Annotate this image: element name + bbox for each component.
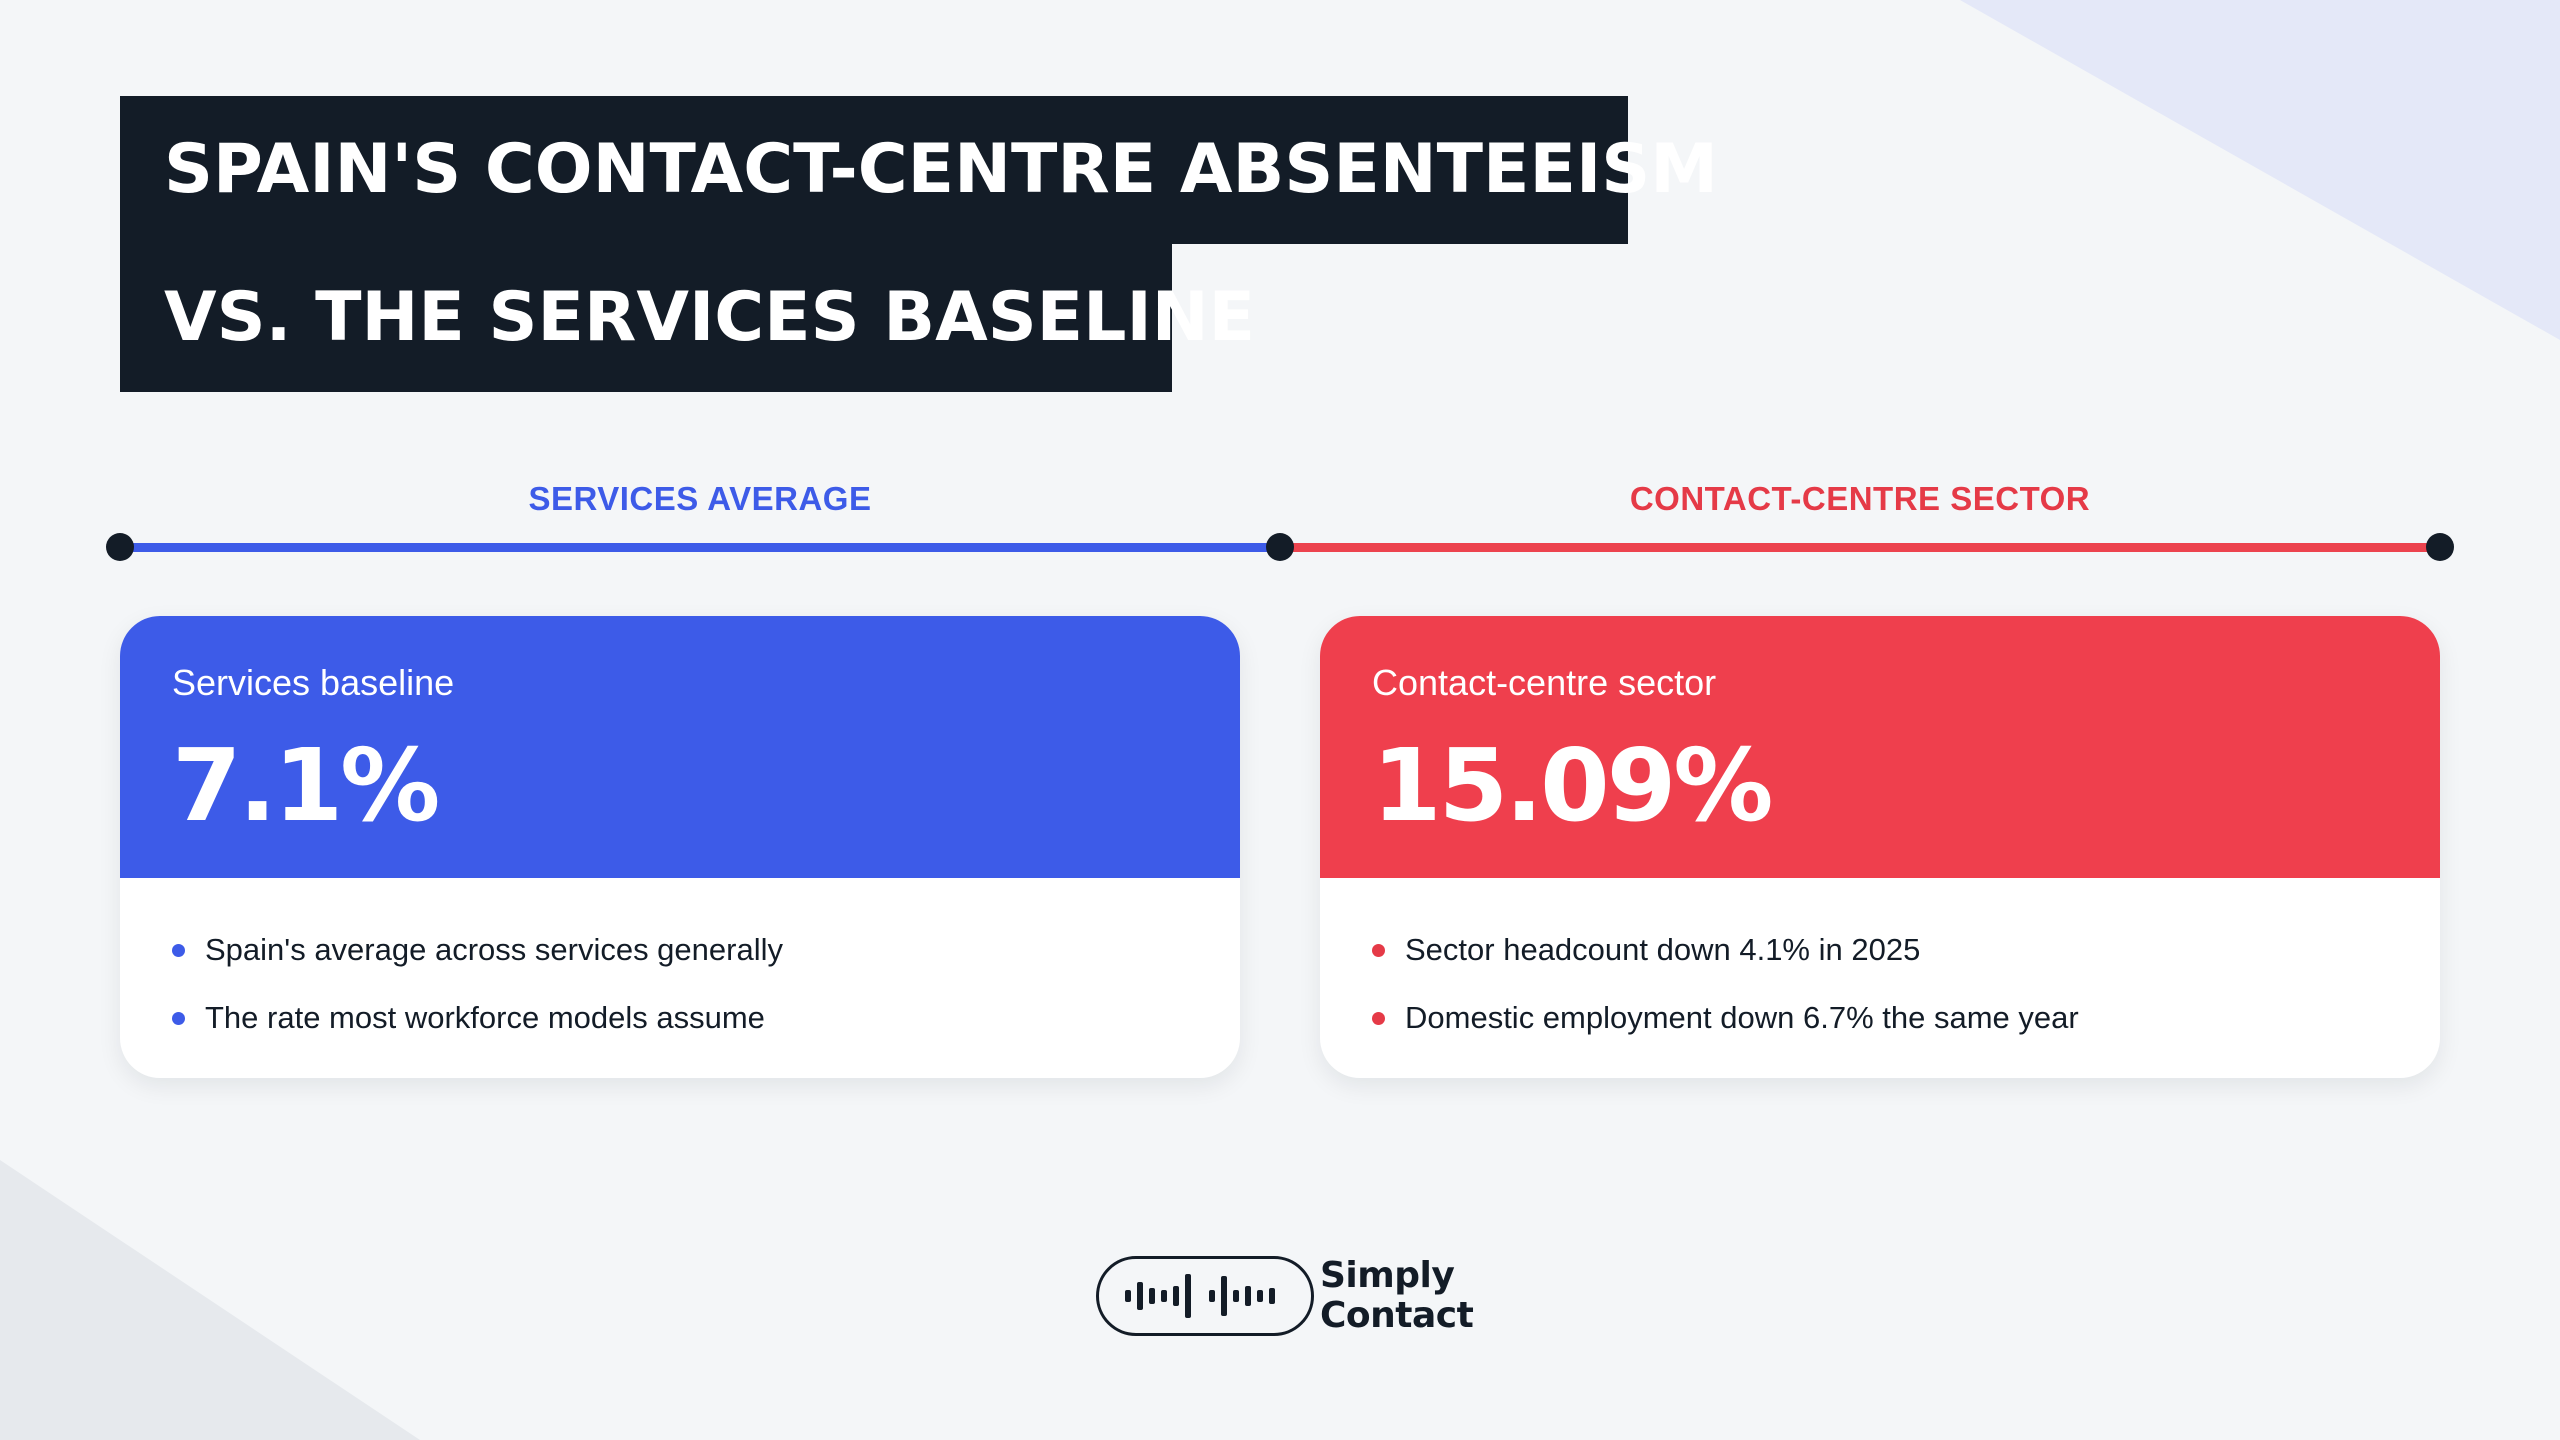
card-value: 15.09% — [1372, 727, 1774, 844]
timeline-segment-contact-centre — [1280, 543, 2440, 552]
bullet-icon — [1372, 1011, 1385, 1025]
list-item: Spain's average across services generall… — [172, 916, 1188, 984]
list-item-text: Sector headcount down 4.1% in 2025 — [1405, 932, 1921, 967]
card-kicker: Services baseline — [172, 662, 455, 703]
bullet-icon — [1372, 943, 1385, 957]
list-item: Domestic employment down 6.7% the same y… — [1372, 984, 2388, 1052]
bullet-icon — [172, 943, 185, 957]
contact-centre-card: Contact-centre sector 15.09% Sector head… — [1320, 616, 2440, 1078]
timeline-dot-middle — [1266, 533, 1294, 561]
page-title-line-2: VS. THE SERVICES BASELINE — [120, 244, 1255, 392]
timeline-label-services: SERVICES AVERAGE — [528, 480, 872, 517]
logo-word-2: Contact — [1320, 1295, 1474, 1336]
card-body: Spain's average across services generall… — [120, 878, 1240, 1052]
card-header: Contact-centre sector 15.09% — [1320, 616, 2440, 878]
simply-contact-logo: Simply Contact — [1096, 1255, 1474, 1336]
list-item: Sector headcount down 4.1% in 2025 — [1372, 916, 2388, 984]
timeline-dot-end — [2426, 533, 2454, 561]
logo-wordmark: Simply Contact — [1320, 1255, 1474, 1336]
page-title-line-1: SPAIN'S CONTACT-CENTRE ABSENTEEISM — [120, 96, 1718, 244]
sound-wave-icon — [1125, 1274, 1275, 1318]
timeline-label-contact-centre: CONTACT-CENTRE SECTOR — [1629, 480, 2091, 517]
list-item-text: The rate most workforce models assume — [205, 1000, 765, 1035]
services-baseline-card: Services baseline 7.1% Spain's average a… — [120, 616, 1240, 1078]
card-header: Services baseline 7.1% — [120, 616, 1240, 878]
bullet-icon — [172, 1011, 185, 1025]
logo-word-1: Simply — [1320, 1255, 1455, 1296]
list-item: The rate most workforce models assume — [172, 984, 1188, 1052]
card-value: 7.1% — [172, 727, 440, 844]
list-item-text: Spain's average across services generall… — [205, 932, 783, 967]
card-kicker: Contact-centre sector — [1372, 662, 1717, 703]
timeline-segment-services — [120, 543, 1280, 552]
card-body: Sector headcount down 4.1% in 2025 Domes… — [1320, 878, 2440, 1052]
timeline-dot-start — [106, 533, 134, 561]
list-item-text: Domestic employment down 6.7% the same y… — [1405, 1000, 2079, 1035]
logo-pill — [1096, 1256, 1314, 1336]
